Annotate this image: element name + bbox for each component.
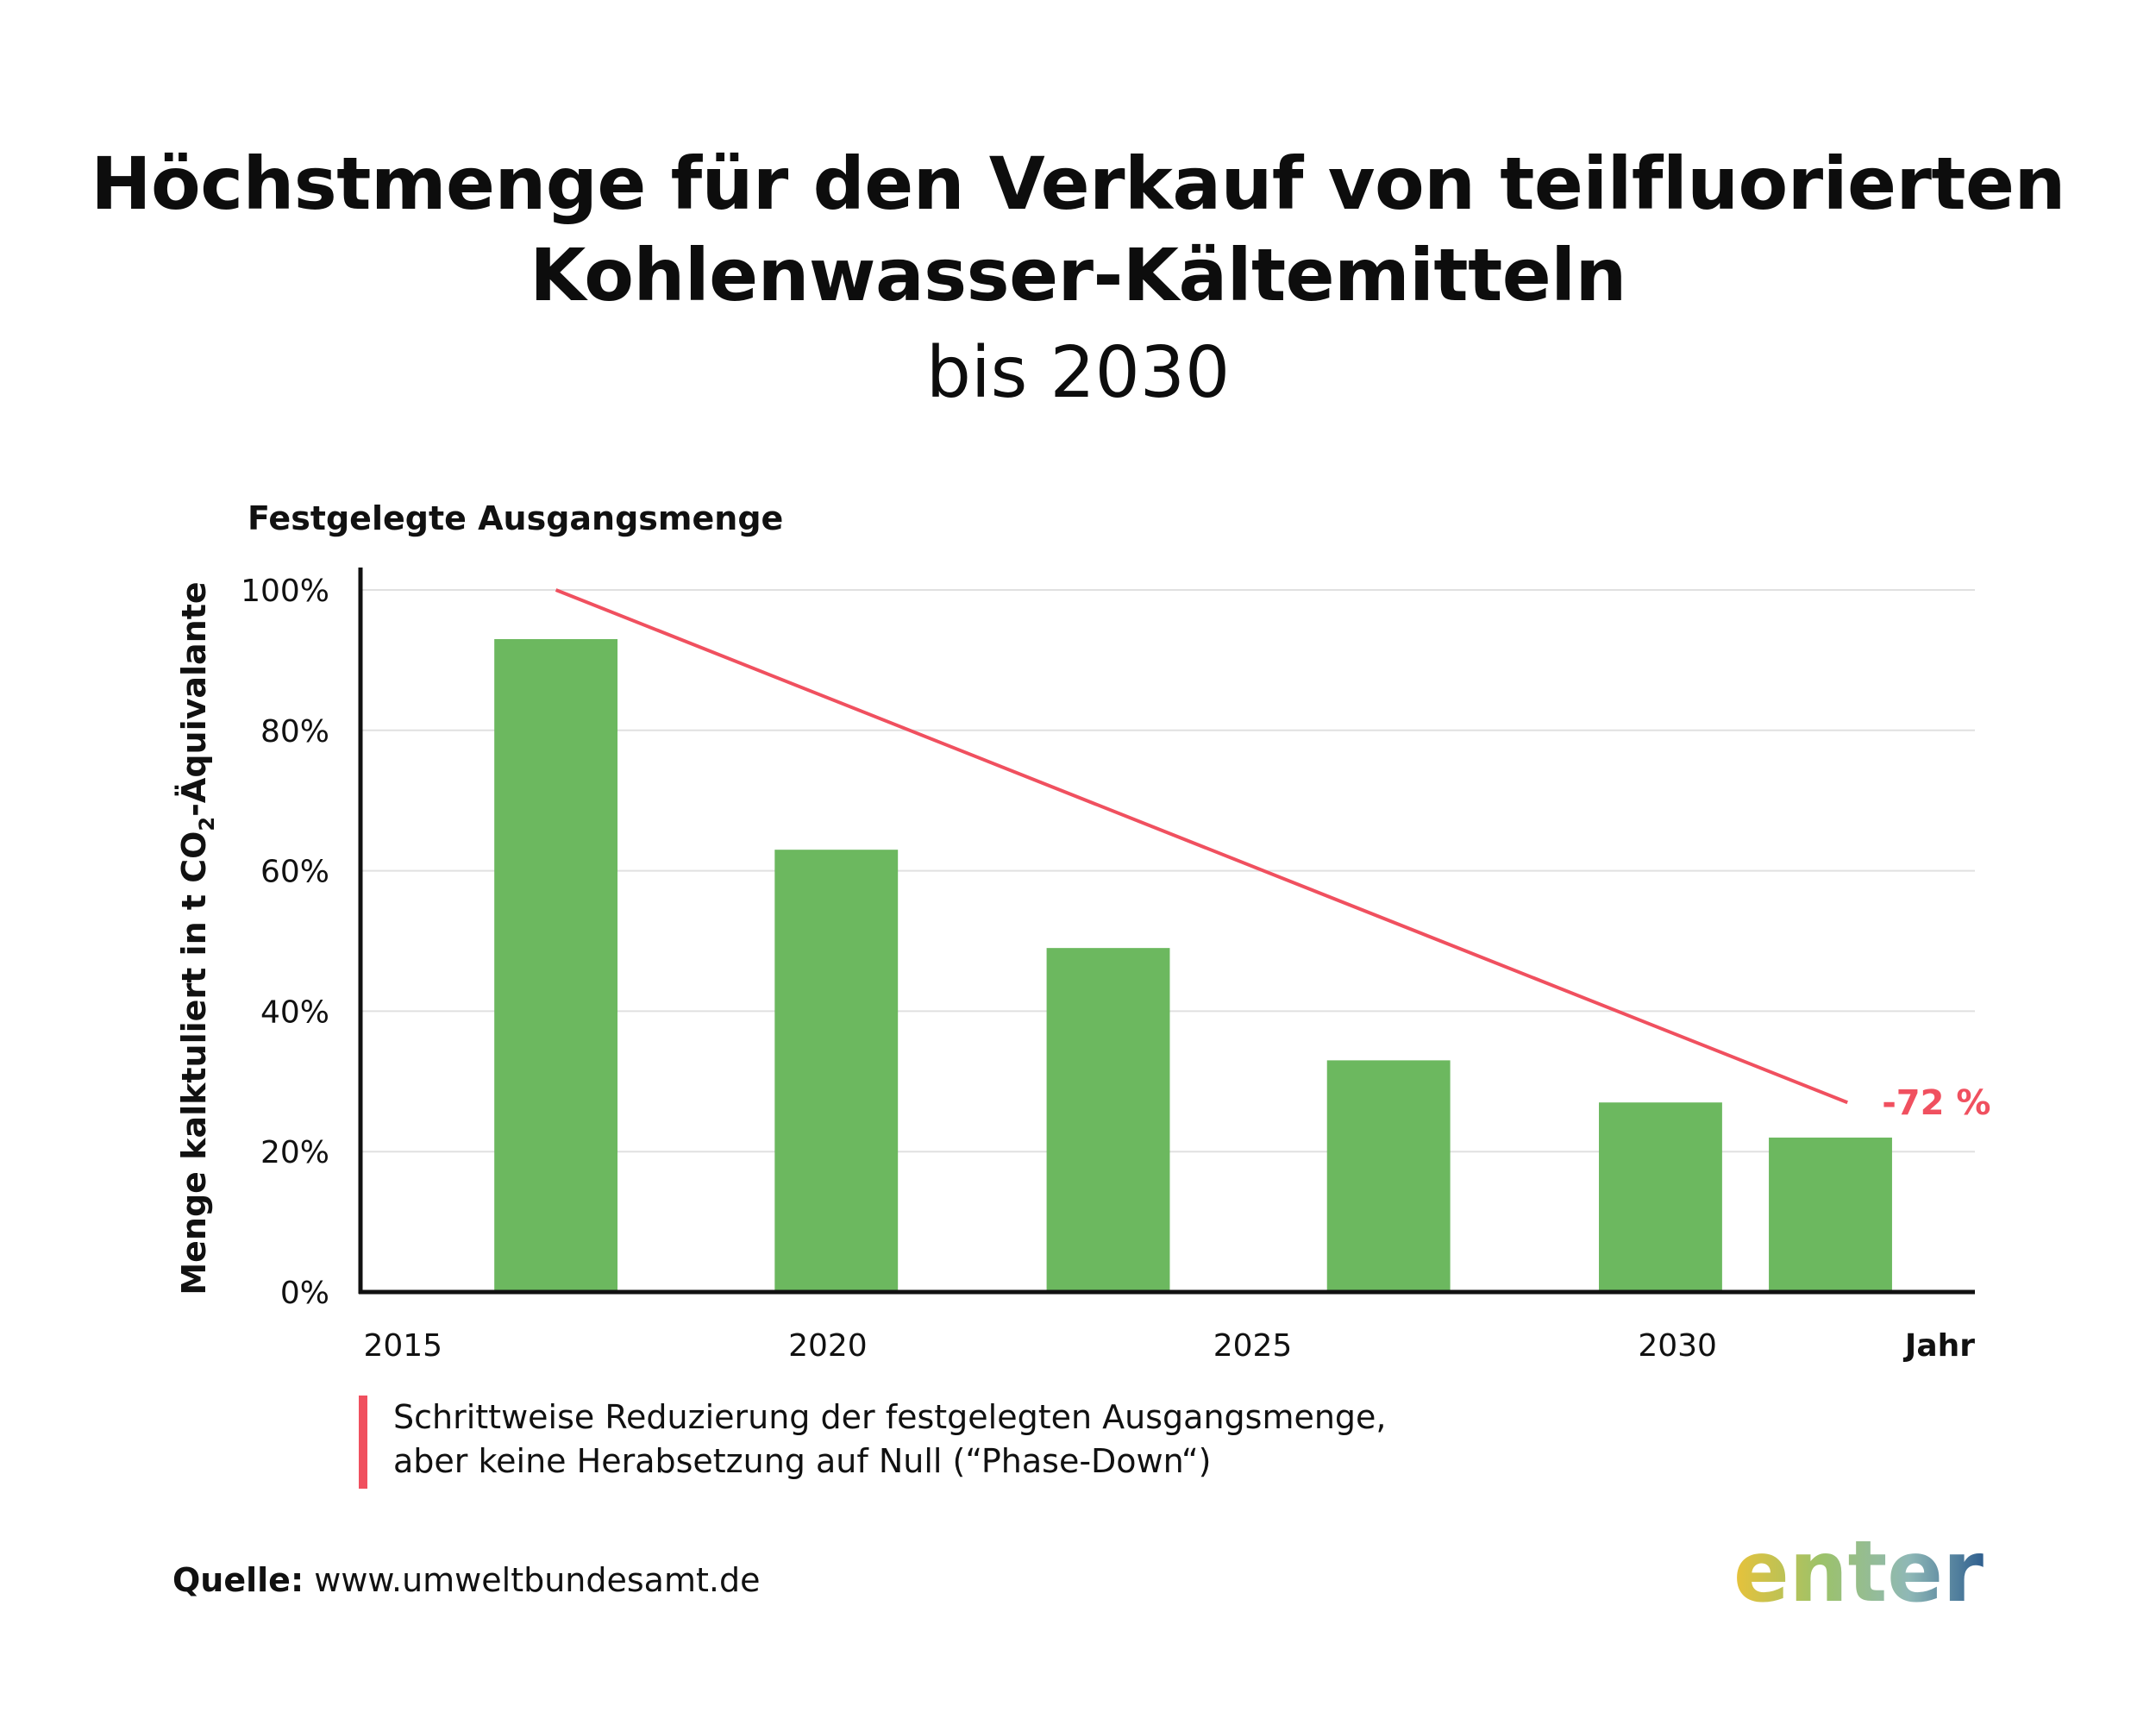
bar [774,850,899,1292]
y-tick-label: 20% [260,1135,329,1170]
title-line-1: Höchstmenge für den Verkauf von teilfluo… [91,141,2065,226]
y-axis-label-part: Menge kalktuliert in t CO [175,831,213,1295]
x-axis-label: Jahr [1902,1328,1975,1364]
y-tick-labels: 0% 20% 40% 60% 80% 100% [241,574,329,1311]
source-url: www.umweltbundesamt.de [314,1561,761,1599]
top-label: Festgelegte Ausgangsmenge [248,499,783,537]
trend-label: -72 % [1882,1083,1990,1123]
x-tick-label: 2030 [1638,1328,1717,1364]
chart-subtitle: bis 2030 [925,332,1231,414]
y-tick-label: 40% [260,994,329,1030]
bar [1769,1137,1892,1292]
x-tick-label: 2015 [363,1328,442,1364]
y-axis-label-part: -Äquivalante [175,581,213,817]
bar [1326,1060,1451,1292]
source-note: Quelle: www.umweltbundesamt.de [172,1561,760,1599]
legend-swatch [359,1396,367,1489]
y-axis-label-subscript: 2 [195,817,219,831]
y-tick-label: 0% [280,1276,329,1311]
logo-wordmark: enter [1733,1525,1984,1622]
legend-text: Schrittweise Reduzierung der festgelegte… [393,1396,1387,1489]
legend-line-2: aber keine Herabsetzung auf Null (“Phase… [393,1442,1212,1480]
bar [1599,1102,1722,1292]
chart-title: Höchstmenge für den Verkauf von teilfluo… [0,138,2156,424]
bar [494,638,618,1292]
legend: Schrittweise Reduzierung der festgelegte… [359,1396,1387,1489]
trend-line [555,588,1848,1105]
y-tick-label: 80% [260,714,329,750]
y-tick-label: 100% [241,574,329,609]
bars [494,638,1892,1292]
x-tick-labels: 2015 2020 2025 2030 [363,1328,1717,1364]
x-tick-label: 2025 [1213,1328,1293,1364]
source-label: Quelle: [172,1561,304,1599]
x-tick-label: 2020 [788,1328,868,1364]
legend-line-1: Schrittweise Reduzierung der festgelegte… [393,1398,1387,1436]
y-tick-label: 60% [260,855,329,890]
enter-logo: enter [1733,1525,1984,1622]
bar [1046,948,1170,1292]
title-line-2: Kohlenwasser-Kältemitteln [530,233,1626,317]
y-axis-label: Menge kalktuliert in t CO2-Äquivalante [175,581,219,1295]
